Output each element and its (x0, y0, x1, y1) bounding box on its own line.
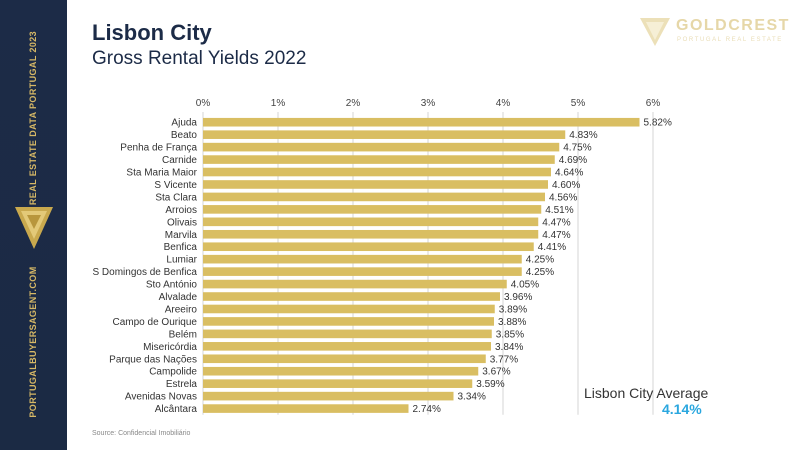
value-label: 3.67% (482, 367, 510, 378)
value-label: 4.64% (555, 168, 583, 179)
category-label: Sta Clara (155, 192, 197, 203)
bar (203, 379, 473, 388)
brand-logo: GOLDCREST PORTUGAL REAL ESTATE (640, 16, 790, 50)
value-label: 3.96% (504, 292, 532, 303)
value-label: 4.25% (526, 255, 554, 266)
value-label: 3.34% (458, 392, 486, 403)
value-label: 4.47% (542, 217, 570, 228)
value-label: 4.69% (559, 155, 587, 166)
value-label: 3.77% (490, 354, 518, 365)
bar (203, 117, 640, 127)
value-label: 4.51% (545, 205, 573, 216)
category-label: Olivais (167, 217, 197, 228)
value-label: 4.83% (569, 130, 597, 141)
bar (203, 304, 495, 314)
x-tick-label: 2% (346, 98, 361, 109)
sidebar: REAL ESTATE DATA PORTUGAL 2023 PORTUGALB… (0, 0, 67, 450)
bar (203, 205, 542, 214)
bar (203, 142, 560, 152)
bar (203, 242, 534, 252)
category-label: Avenidas Novas (125, 392, 197, 403)
category-label: S Vicente (154, 180, 197, 191)
category-label: Penha de França (120, 143, 197, 154)
page-title: Lisbon City (92, 20, 212, 45)
x-tick-label: 6% (646, 98, 661, 109)
value-label: 2.74% (413, 404, 441, 415)
category-label: Alcântara (155, 404, 198, 415)
brand-name: GOLDCREST (676, 17, 790, 34)
bar (203, 329, 492, 339)
category-label: Belém (169, 329, 197, 340)
value-label: 3.84% (495, 342, 523, 353)
bar (203, 254, 522, 264)
bar (203, 342, 491, 351)
value-label: 4.75% (563, 143, 591, 154)
category-label: Arroios (165, 205, 197, 216)
category-label: Alvalade (159, 292, 198, 303)
bar (203, 354, 486, 364)
bar (203, 366, 479, 376)
bar (203, 391, 454, 401)
category-label: Estrela (166, 379, 198, 390)
bar (203, 317, 494, 326)
category-label: Campolide (149, 367, 197, 378)
value-label: 4.05% (511, 280, 539, 291)
category-label: Benfica (164, 242, 198, 253)
bar (203, 167, 551, 177)
x-tick-label: 5% (571, 98, 586, 109)
value-label: 3.59% (476, 379, 504, 390)
x-tick-label: 3% (421, 98, 436, 109)
category-label: Areeiro (165, 304, 198, 315)
x-tick-label: 1% (271, 98, 286, 109)
source-note: Source: Confidencial Imobiliário (92, 430, 191, 437)
bar (203, 267, 522, 276)
value-label: 4.25% (526, 267, 554, 278)
bar (203, 192, 545, 202)
category-label: Marvila (165, 230, 198, 241)
average-value: 4.14% (662, 401, 702, 417)
value-label: 3.89% (499, 304, 527, 315)
x-tick-label: 4% (496, 98, 511, 109)
value-label: 4.47% (542, 230, 570, 241)
x-tick-label: 0% (196, 98, 211, 109)
bar (203, 292, 500, 301)
bar (203, 155, 555, 164)
bar (203, 229, 539, 239)
value-label: 5.82% (644, 118, 672, 129)
value-label: 4.56% (549, 192, 577, 203)
average-label: Lisbon City Average (584, 385, 709, 401)
inverted-triangle-logo-icon (640, 18, 670, 46)
bar (203, 404, 409, 413)
value-label: 4.60% (552, 180, 580, 191)
category-label: Sta Maria Maior (126, 168, 197, 179)
category-label: Parque das Nações (109, 354, 197, 365)
value-label: 3.88% (498, 317, 526, 328)
category-label: S Domingos de Benfica (92, 267, 197, 278)
brand-tagline: PORTUGAL REAL ESTATE (677, 37, 783, 43)
bar (203, 130, 566, 139)
category-label: Beato (171, 130, 198, 141)
page-subtitle: Gross Rental Yields 2022 (92, 48, 307, 69)
category-label: Lumiar (166, 255, 197, 266)
category-label: Campo de Ourique (113, 317, 198, 328)
category-label: Ajuda (171, 118, 197, 129)
bar (203, 217, 539, 227)
value-label: 4.41% (538, 242, 566, 253)
bar (203, 279, 507, 289)
value-label: 3.85% (496, 329, 524, 340)
category-label: Carnide (162, 155, 197, 166)
category-label: Misericórdia (143, 342, 197, 353)
category-label: Sto António (146, 280, 198, 291)
bar (203, 180, 548, 189)
gold-triangle-logo-icon (15, 207, 53, 249)
